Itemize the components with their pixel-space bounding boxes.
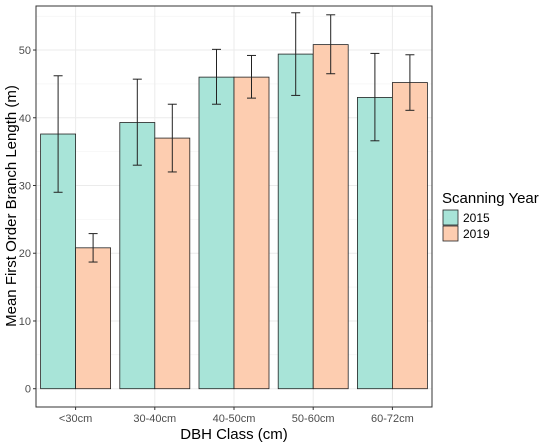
x-axis-title: DBH Class (cm) [180,426,288,443]
legend-key-2015 [442,209,459,226]
legend-label-2019: 2019 [463,227,490,241]
bar-2015-2 [198,76,235,390]
bars [40,44,428,390]
x-tick-label: <30cm [59,413,92,425]
x-tick-label: 50-60cm [292,413,335,425]
error-bar-2019-3 [326,14,336,75]
error-bar-2015-1 [132,78,142,166]
legend-title: Scanning Year [442,190,539,207]
error-bar-2015-0 [53,75,63,193]
error-bar-2019-2 [247,54,256,99]
bar-2015-3 [277,53,314,390]
legend: Scanning Year 2015 2019 [442,190,539,242]
bar-2019-3 [312,44,349,390]
bar-2019-1 [154,137,191,390]
x-tick-label: 40-50cm [213,413,256,425]
legend-key-2019 [442,225,459,242]
y-tick-label: 10 [19,316,31,328]
x-tick-label: 30-40cm [133,413,176,425]
error-bar-2015-4 [370,52,380,142]
bar-2015-1 [119,122,156,390]
y-tick-label: 20 [19,248,31,260]
error-bar-2015-3 [291,12,301,96]
y-axis: 0 10 20 30 40 50 [19,45,36,396]
error-bar-2019-0 [88,233,98,263]
error-bar-2019-4 [405,54,415,111]
error-bar-2015-2 [212,48,221,105]
error-bars [53,12,415,263]
y-tick-label: 0 [25,384,31,396]
y-tick-label: 40 [19,113,31,125]
error-bar-2019-1 [167,103,177,173]
y-axis-title: Mean First Order Branch Length (m) [3,85,20,327]
bar-2019-0 [75,247,111,390]
bar-2019-2 [233,76,270,390]
y-tick-label: 30 [19,181,31,193]
x-axis: <30cm 30-40cm 40-50cm 50-60cm 60-72cm [59,407,414,425]
x-tick-label: 60-72cm [371,413,414,425]
bar-2019-4 [391,82,428,390]
y-tick-label: 50 [19,45,31,57]
legend-label-2015: 2015 [463,211,490,225]
